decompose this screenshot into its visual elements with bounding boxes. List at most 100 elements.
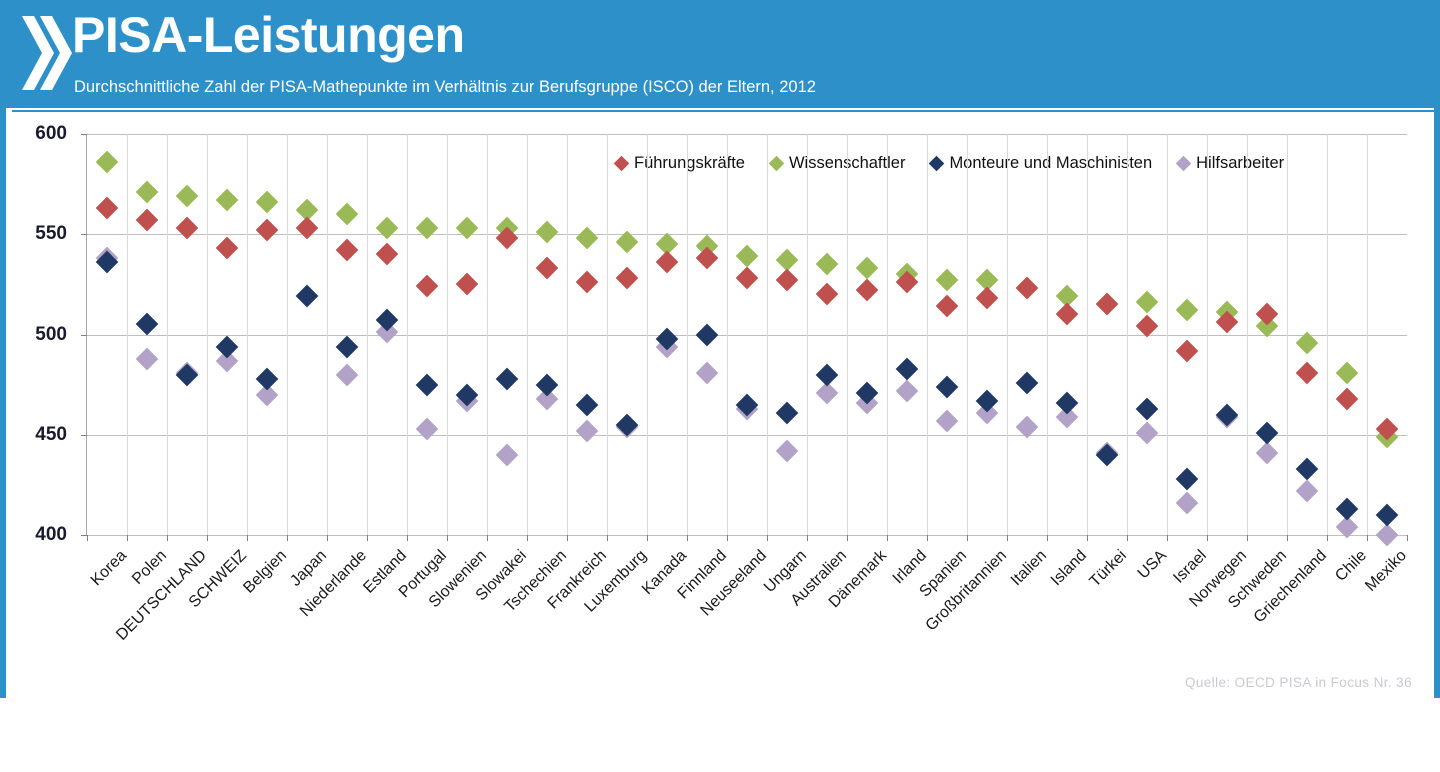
chart-panel: FührungskräfteWissenschaftlerMonteure un…: [12, 110, 1434, 698]
x-tick-mark: [1007, 535, 1008, 541]
x-tick-mark: [887, 535, 888, 541]
x-tick-mark: [1127, 535, 1128, 541]
x-gridline: [247, 134, 248, 535]
source-note: Quelle: OECD PISA in Focus Nr. 36: [1184, 675, 1412, 690]
y-gridline: [87, 134, 1407, 135]
x-gridline: [887, 134, 888, 535]
x-tick-mark: [1287, 535, 1288, 541]
data-point: [95, 150, 119, 174]
x-gridline: [1367, 134, 1368, 535]
x-tick-mark: [1407, 535, 1408, 541]
y-gridline: [87, 334, 1407, 336]
data-point: [775, 439, 799, 463]
x-tick-label-text: Mexiko: [1362, 547, 1411, 595]
x-tick-mark: [247, 535, 248, 541]
x-gridline: [487, 134, 488, 535]
data-point: [1295, 457, 1319, 481]
x-gridline: [1047, 134, 1048, 535]
x-tick-mark: [1207, 535, 1208, 541]
x-tick-mark: [87, 535, 88, 541]
data-point: [255, 218, 279, 242]
x-tick-mark: [367, 535, 368, 541]
data-point: [415, 417, 439, 441]
chart-legend: FührungskräfteWissenschaftlerMonteure un…: [613, 154, 1285, 173]
y-tick-label: 600: [35, 123, 67, 144]
data-point: [935, 409, 959, 433]
chart-page: PISA-Leistungen Durchschnittliche Zahl d…: [0, 0, 1440, 698]
data-point: [135, 208, 159, 232]
data-point: [455, 273, 479, 296]
data-point: [335, 363, 359, 386]
x-gridline: [567, 134, 568, 535]
data-point: [1055, 391, 1079, 414]
page-title: PISA-Leistungen: [72, 7, 465, 63]
x-gridline: [1327, 134, 1328, 535]
page-subtitle: Durchschnittliche Zahl der PISA-Mathepun…: [74, 78, 816, 96]
data-point: [855, 279, 879, 302]
data-point: [615, 413, 639, 437]
x-tick-mark: [207, 535, 208, 541]
data-point: [415, 216, 439, 240]
data-point: [1335, 361, 1359, 384]
x-gridline: [407, 134, 408, 535]
data-point: [175, 184, 199, 208]
x-tick-mark: [727, 535, 728, 541]
x-gridline: [127, 134, 128, 535]
data-point: [215, 236, 239, 260]
legend-label: Führungskräfte: [634, 154, 745, 172]
data-point: [935, 269, 959, 292]
data-point: [255, 190, 279, 214]
data-point: [255, 367, 279, 390]
data-point: [1015, 277, 1039, 300]
data-point: [295, 216, 319, 240]
y-tick-mark: [81, 234, 87, 236]
data-point: [175, 363, 199, 386]
x-tick-mark: [327, 535, 328, 541]
x-gridline: [1087, 134, 1088, 535]
y-tick-mark: [81, 434, 87, 436]
x-gridline: [1167, 134, 1168, 535]
data-point: [1175, 491, 1199, 515]
y-tick-mark: [81, 334, 87, 336]
legend-item[interactable]: Hilfsarbeiter: [1175, 154, 1285, 173]
data-point: [95, 196, 119, 220]
data-point: [1255, 421, 1279, 445]
x-tick-label-text: USA: [1134, 547, 1171, 583]
x-gridline: [647, 134, 648, 535]
data-point: [135, 313, 159, 336]
legend-item[interactable]: Führungskräfte: [613, 154, 745, 173]
y-gridline: [87, 535, 1407, 536]
legend-label: Hilfsarbeiter: [1196, 154, 1285, 172]
data-point: [535, 220, 559, 244]
data-point: [1175, 467, 1199, 491]
legend-label: Monteure und Maschinisten: [949, 154, 1153, 172]
data-point: [775, 401, 799, 425]
x-tick-mark: [287, 535, 288, 541]
data-point: [535, 373, 559, 396]
y-gridline: [87, 434, 1407, 436]
data-point: [775, 269, 799, 292]
data-point: [575, 271, 599, 294]
y-gridline: [87, 234, 1407, 236]
x-gridline: [847, 134, 848, 535]
data-point: [1055, 303, 1079, 326]
x-tick-mark: [1087, 535, 1088, 541]
data-point: [975, 287, 999, 310]
x-tick-mark: [1327, 535, 1328, 541]
legend-item[interactable]: Monteure und Maschinisten: [929, 154, 1153, 173]
data-point: [1375, 503, 1399, 527]
data-point: [1135, 397, 1159, 420]
x-tick-mark: [1367, 535, 1368, 541]
data-point: [215, 188, 239, 212]
data-point: [415, 373, 439, 396]
data-point: [615, 267, 639, 290]
x-gridline: [167, 134, 168, 535]
data-point: [735, 244, 759, 268]
data-point: [1295, 479, 1319, 503]
x-gridline: [927, 134, 928, 535]
data-point: [735, 267, 759, 290]
x-tick-mark: [927, 535, 928, 541]
x-tick-mark: [807, 535, 808, 541]
x-gridline: [727, 134, 728, 535]
data-point: [1255, 441, 1279, 465]
